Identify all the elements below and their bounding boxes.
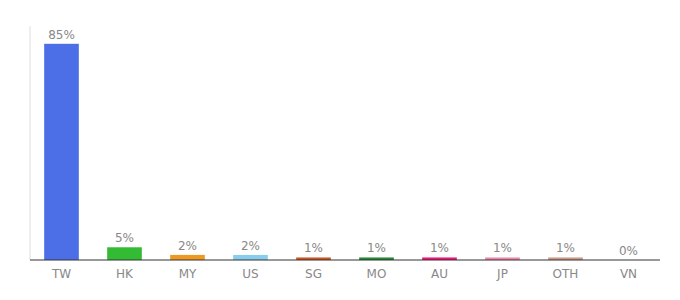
x-tick-label: VN — [620, 267, 637, 281]
chart-container: 85% 5% 2% 2% 1% 1% 1% 1% 1% 0% TW HK MY US SG MO AU JP OTH… — [0, 0, 680, 300]
bar — [233, 255, 268, 260]
bar — [107, 247, 142, 260]
data-label: 1% — [430, 241, 449, 255]
data-labels: 85% 5% 2% 2% 1% 1% 1% 1% 1% 0% — [48, 28, 638, 258]
plot-area — [30, 26, 660, 260]
y-axis-line — [30, 26, 31, 260]
data-label: 1% — [493, 241, 512, 255]
data-label: 1% — [367, 241, 386, 255]
x-tick-label: HK — [116, 267, 134, 281]
data-label: 5% — [115, 231, 134, 245]
data-label: 2% — [241, 239, 260, 253]
data-label: 0% — [619, 244, 638, 258]
x-tick-label: AU — [431, 267, 448, 281]
x-tick-label: OTH — [553, 267, 579, 281]
x-axis-line — [30, 260, 660, 261]
x-tick-label: TW — [51, 267, 71, 281]
x-tick-label: JP — [496, 267, 508, 281]
x-tick-labels: TW HK MY US SG MO AU JP OTH VN — [51, 267, 637, 281]
x-tick-label: US — [242, 267, 258, 281]
x-tick-label: MY — [179, 267, 197, 281]
x-tick-label: SG — [305, 267, 322, 281]
data-label: 85% — [48, 28, 75, 42]
chart: 85% 5% 2% 2% 1% 1% 1% 1% 1% 0% TW HK MY US SG MO AU JP OTH… — [0, 0, 680, 300]
data-label: 1% — [304, 241, 323, 255]
bars — [44, 44, 583, 260]
bar — [44, 44, 79, 260]
bar — [170, 255, 205, 260]
data-label: 1% — [556, 241, 575, 255]
x-tick-label: MO — [367, 267, 387, 281]
data-label: 2% — [178, 239, 197, 253]
